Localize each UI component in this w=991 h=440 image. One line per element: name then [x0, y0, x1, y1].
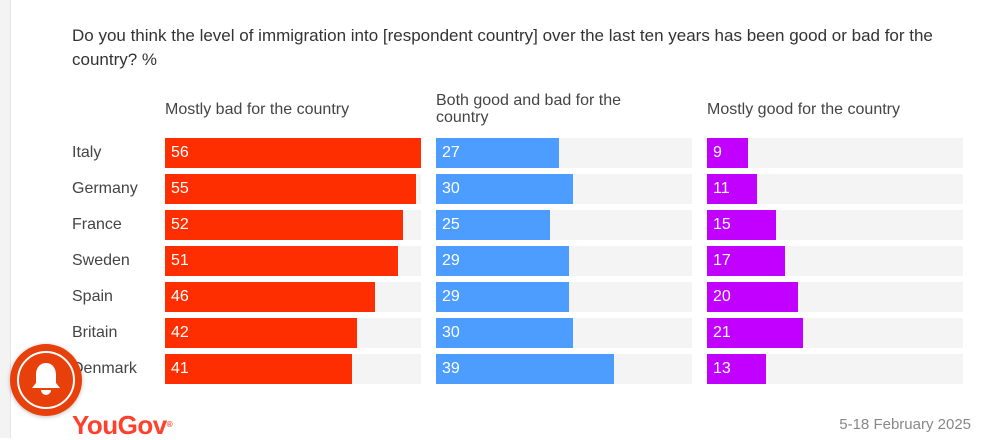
yougov-logo: YouGov® — [72, 410, 173, 440]
bar-track: 21 — [707, 318, 963, 348]
chart-title: Do you think the level of immigration in… — [72, 26, 933, 69]
bar-value-label: 21 — [713, 324, 731, 341]
bar-value-label: 29 — [442, 288, 460, 305]
bar-value-label: 17 — [713, 252, 731, 269]
country-label: Britain — [72, 324, 118, 341]
bar-track: 20 — [707, 282, 963, 312]
bar-track: 46 — [165, 282, 421, 312]
bar-track: 30 — [436, 318, 692, 348]
bar: 41 — [165, 354, 353, 384]
bar-value-label: 39 — [442, 360, 460, 377]
bar-track: 52 — [165, 210, 421, 240]
column-header-both: Both good and bad for the country — [436, 92, 622, 126]
column-header-mostly-bad: Mostly bad for the country — [165, 101, 350, 118]
bar-track: 29 — [436, 246, 692, 276]
bar-track: 11 — [707, 174, 963, 204]
bar-value-label: 11 — [713, 180, 730, 197]
bar-track: 55 — [165, 174, 421, 204]
bar-track: 13 — [707, 354, 963, 384]
bar: 56 — [165, 138, 421, 168]
bar-track: 41 — [165, 354, 421, 384]
bar-track: 25 — [436, 210, 692, 240]
country-label: Italy — [72, 144, 102, 161]
bar-value-label: 51 — [171, 252, 189, 269]
bar: 25 — [436, 210, 551, 240]
column-header-mostly-good: Mostly good for the country — [707, 101, 900, 118]
bar: 52 — [165, 210, 403, 240]
notification-button[interactable] — [10, 344, 82, 416]
country-label: Spain — [72, 288, 113, 305]
bar-value-label: 42 — [171, 324, 189, 341]
bar: 55 — [165, 174, 417, 204]
country-label: Denmark — [72, 360, 137, 377]
bar: 21 — [707, 318, 803, 348]
country-label: Sweden — [72, 252, 130, 269]
bar: 46 — [165, 282, 376, 312]
bar-track: 27 — [436, 138, 692, 168]
bar-value-label: 20 — [713, 288, 731, 305]
bar: 42 — [165, 318, 357, 348]
bar-value-label: 30 — [442, 180, 460, 197]
bar: 30 — [436, 318, 574, 348]
bar: 51 — [165, 246, 399, 276]
survey-date: 5-18 February 2025 — [839, 416, 971, 433]
bar-value-label: 29 — [442, 252, 460, 269]
bar-track: 29 — [436, 282, 692, 312]
bar: 30 — [436, 174, 574, 204]
bar-track: 51 — [165, 246, 421, 276]
brand-name: YouGov — [72, 410, 167, 440]
bar-track: 39 — [436, 354, 692, 384]
left-edge-strip — [0, 0, 11, 438]
bar: 29 — [436, 282, 569, 312]
bar-track: 30 — [436, 174, 692, 204]
bar-value-label: 56 — [171, 144, 189, 161]
bar-value-label: 55 — [171, 180, 189, 197]
bar: 29 — [436, 246, 569, 276]
bar-value-label: 25 — [442, 216, 460, 233]
bar-value-label: 27 — [442, 144, 460, 161]
bar-value-label: 46 — [171, 288, 189, 305]
bar: 39 — [436, 354, 615, 384]
notification-ring — [17, 351, 75, 409]
bar-value-label: 9 — [713, 144, 722, 161]
bar: 11 — [707, 174, 758, 204]
bar: 17 — [707, 246, 785, 276]
bar-track: 9 — [707, 138, 963, 168]
bar: 15 — [707, 210, 776, 240]
bar-track: 42 — [165, 318, 421, 348]
bar-value-label: 30 — [442, 324, 460, 341]
bar-value-label: 13 — [713, 360, 731, 377]
bar: 20 — [707, 282, 799, 312]
bar-track: 17 — [707, 246, 963, 276]
country-label: Germany — [72, 180, 138, 197]
bar-value-label: 41 — [171, 360, 189, 377]
bar: 13 — [707, 354, 767, 384]
bar-value-label: 52 — [171, 216, 189, 233]
bell-icon — [32, 363, 60, 395]
bar-track: 56 — [165, 138, 421, 168]
country-label: France — [72, 216, 122, 233]
bar-track: 15 — [707, 210, 963, 240]
bar: 9 — [707, 138, 749, 168]
bar-value-label: 15 — [713, 216, 731, 233]
bar: 27 — [436, 138, 560, 168]
